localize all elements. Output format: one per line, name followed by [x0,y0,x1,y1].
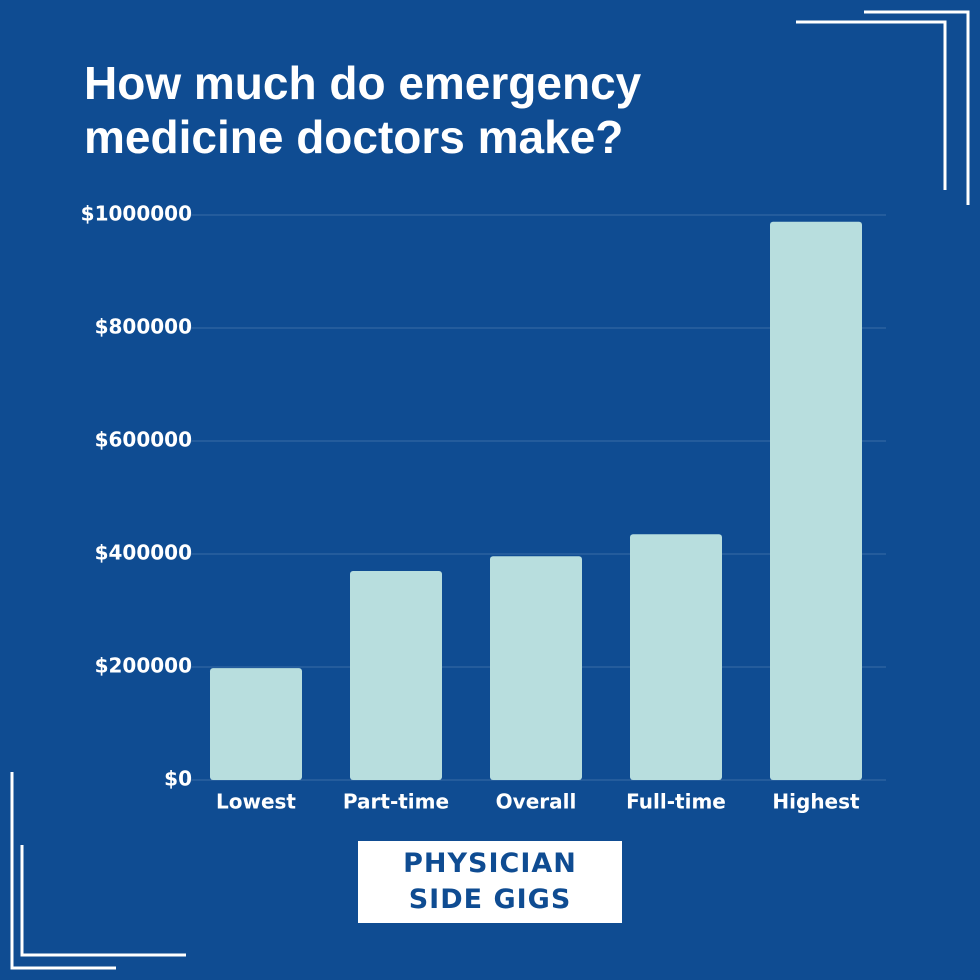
x-tick-label: Part-time [343,790,449,814]
corner-decoration [10,10,970,970]
chart-title: How much do emergency medicine doctors m… [84,57,642,163]
y-tick-label: $600000 [95,428,192,452]
logo-line: SIDE GIGS [408,884,572,915]
bar [210,668,302,780]
bar [350,570,442,780]
bar [770,221,862,780]
y-tick-label: $200000 [95,654,192,678]
bar [490,556,582,780]
y-tick-label: $0 [164,767,192,791]
x-tick-label: Overall [496,790,577,814]
logo-line: PHYSICIAN [403,848,577,879]
bar [630,534,722,780]
y-tick-label: $1000000 [81,202,192,226]
x-tick-label: Highest [772,790,860,814]
y-tick-label: $800000 [95,315,192,339]
y-tick-label: $400000 [95,541,192,565]
x-tick-label: Full-time [626,790,726,814]
x-tick-label: Lowest [216,790,296,814]
logo: PHYSICIAN SIDE GIGS [358,841,622,923]
